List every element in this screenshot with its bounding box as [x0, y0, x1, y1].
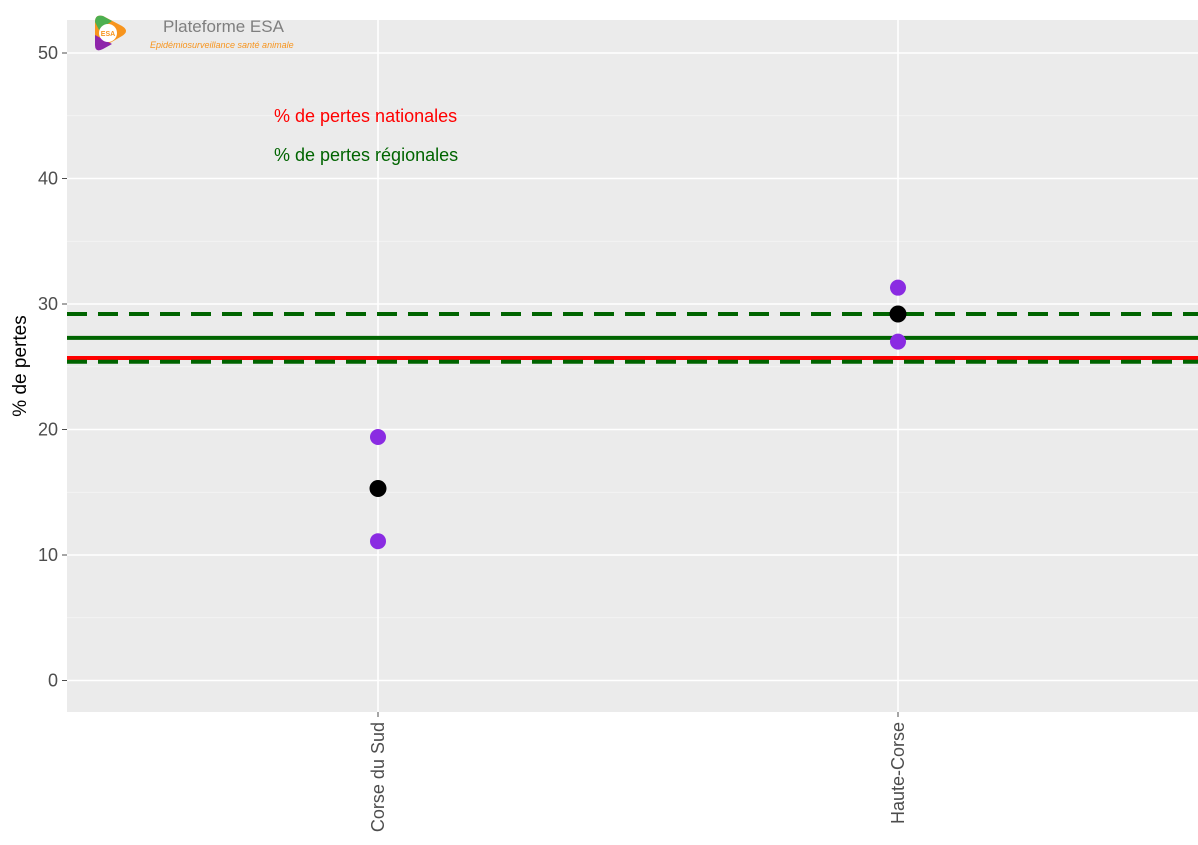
- y-tick-label: 0: [48, 671, 58, 691]
- upper-bound-point: [890, 279, 906, 296]
- y-tick-label: 20: [38, 420, 58, 440]
- grid-lines: [67, 20, 1198, 712]
- esa-logo-icon: ESA: [95, 15, 126, 51]
- estimate-point: [369, 479, 387, 497]
- y-tick-label: 50: [38, 43, 58, 63]
- x-tick-label: Haute-Corse: [888, 722, 908, 824]
- legend-national-label: % de pertes nationales: [274, 106, 457, 126]
- plot-panel: [67, 20, 1198, 712]
- logo-title: Plateforme ESA: [163, 17, 285, 36]
- y-tick-label: 10: [38, 545, 58, 565]
- reference-lines: [67, 312, 1198, 364]
- logo: ESA Plateforme ESA Epidémiosurveillance …: [95, 15, 294, 51]
- upper-bound-point: [370, 429, 386, 446]
- x-axis: Corse du Sud Haute-Corse: [368, 712, 908, 832]
- y-tick-label: 40: [38, 169, 58, 189]
- y-axis: 0 10 20 30 40 50: [38, 43, 67, 691]
- y-axis-title: % de pertes: [10, 315, 31, 416]
- lower-bound-point: [370, 533, 386, 550]
- data-points: [369, 279, 907, 550]
- legend-regional-label: % de pertes régionales: [274, 145, 458, 165]
- logo-subtitle: Epidémiosurveillance santé animale: [150, 40, 294, 50]
- estimate-point: [889, 305, 907, 323]
- lower-bound-point: [890, 333, 906, 350]
- y-tick-label: 30: [38, 294, 58, 314]
- x-tick-label: Corse du Sud: [368, 722, 388, 832]
- logo-badge-text: ESA: [101, 31, 115, 38]
